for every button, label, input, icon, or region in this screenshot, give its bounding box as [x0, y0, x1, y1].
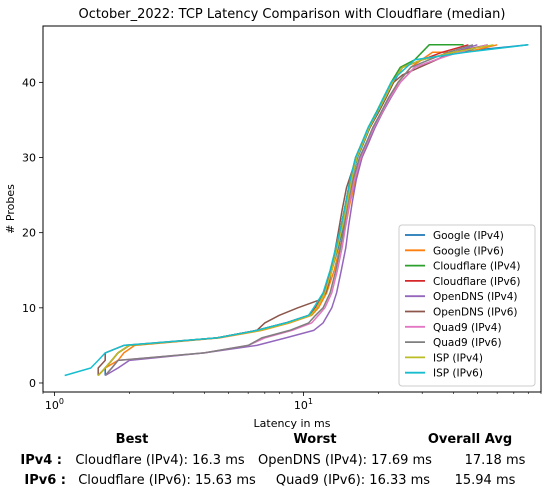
x-axis-ticks: 100 101	[42, 392, 542, 412]
series-line-9	[64, 44, 529, 377]
x-axis-label: Latency in ms	[254, 417, 331, 430]
y-tick-label-3: 30	[22, 152, 36, 165]
legend-box	[398, 224, 536, 387]
x-tick-label-0: 100	[45, 397, 64, 412]
y-tick-label-4: 40	[22, 76, 36, 89]
legend-label-7: Quad9 (IPv6)	[433, 337, 502, 349]
y-tick-label-0: 0	[29, 377, 36, 390]
y-axis-ticks: 0 10 20 30 40	[22, 76, 43, 390]
legend-label-9: ISP (IPv6)	[433, 368, 483, 380]
x-tick-label-1: 101	[294, 397, 313, 412]
plot-marks	[64, 44, 529, 377]
header-best: Best	[115, 432, 149, 447]
y-axis-label: # Probes	[4, 184, 17, 234]
legend-label-4: OpenDNS (IPv4)	[433, 291, 518, 303]
legend-label-0: Google (IPv4)	[433, 230, 504, 242]
legend-label-1: Google (IPv6)	[433, 245, 504, 257]
summary-table: Best Worst Overall Avg IPv4 : Cloudflare…	[0, 430, 548, 494]
legend-label-5: OpenDNS (IPv6)	[433, 307, 518, 319]
header-worst: Worst	[293, 432, 337, 447]
latency-chart: October_2022: TCP Latency Comparison wit…	[4, 7, 542, 430]
legend-label-2: Cloudflare (IPv4)	[433, 261, 520, 273]
header-overall-avg: Overall Avg	[427, 432, 513, 447]
legend-label-6: Quad9 (IPv4)	[433, 322, 502, 334]
legend-label-8: ISP (IPv4)	[433, 352, 483, 364]
best-ipv4: Cloudflare (IPv4): 16.3 ms	[75, 453, 245, 468]
best-ipv6: Cloudflare (IPv6): 15.63 ms	[78, 473, 256, 488]
y-tick-label-1: 10	[22, 302, 36, 315]
avg-ipv6: 15.94 ms	[454, 473, 516, 488]
legend-label-3: Cloudflare (IPv6)	[433, 276, 520, 288]
row-label-ipv4: IPv4 :	[20, 453, 62, 468]
chart-title: October_2022: TCP Latency Comparison wit…	[79, 7, 506, 22]
worst-ipv6: Quad9 (IPv6): 16.33 ms	[275, 473, 431, 488]
row-label-ipv6: IPv6 :	[24, 473, 66, 488]
legend: Google (IPv4) Google (IPv6) Cloudflare (IP…	[398, 224, 536, 387]
y-tick-label-2: 20	[22, 227, 36, 240]
worst-ipv4: OpenDNS (IPv4): 17.69 ms	[258, 453, 432, 468]
series-line-7	[104, 44, 474, 376]
avg-ipv4: 17.18 ms	[464, 453, 526, 468]
